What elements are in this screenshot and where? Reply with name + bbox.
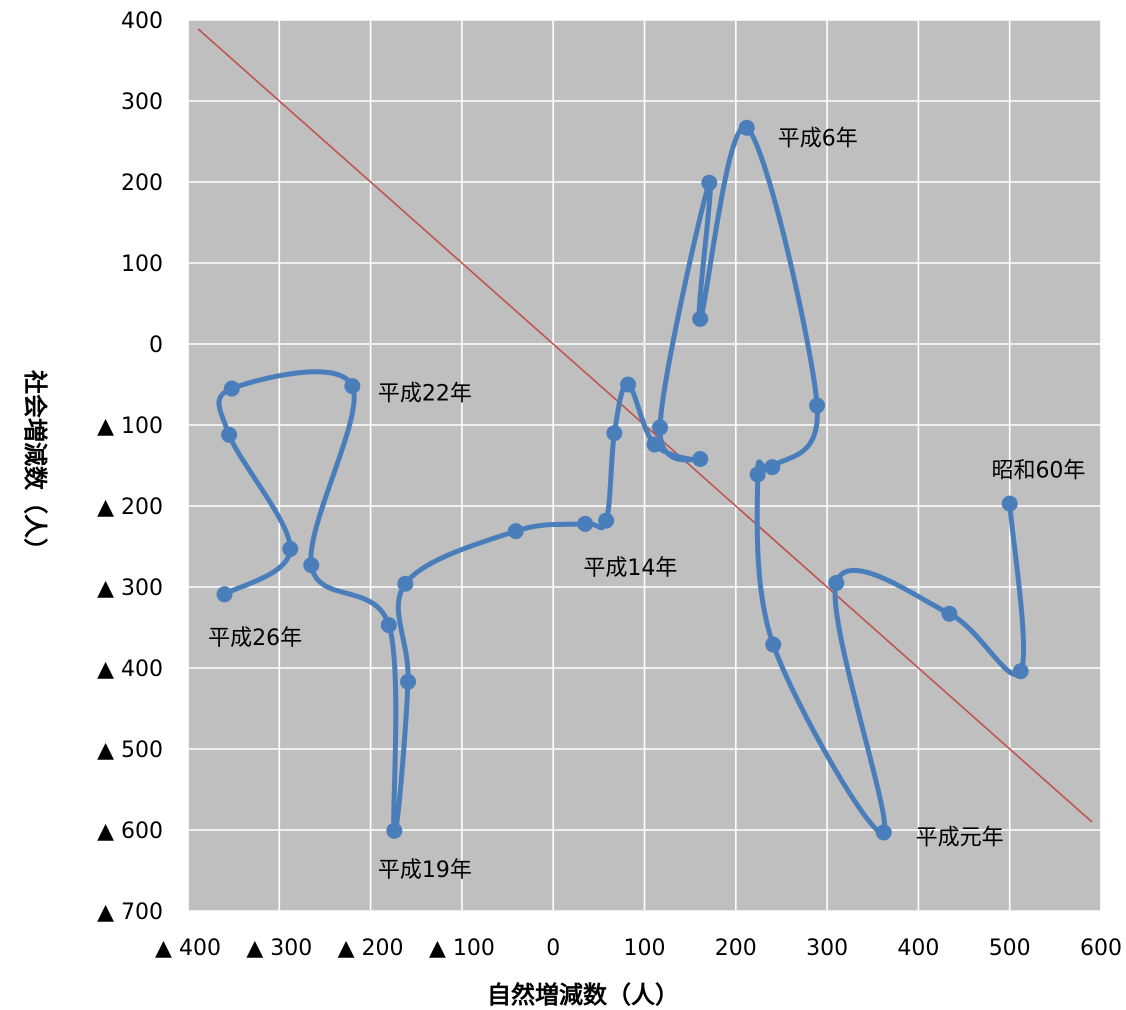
y-tick-label: ▲ 300 xyxy=(97,576,163,601)
x-axis-title: 自然増減数（人） xyxy=(487,981,679,1009)
data-point xyxy=(749,466,766,483)
data-point xyxy=(701,174,718,191)
point-annotation: 平成26年 xyxy=(208,626,302,651)
data-point xyxy=(606,425,623,442)
data-point xyxy=(692,451,709,468)
point-annotation: 平成14年 xyxy=(583,556,677,581)
data-point xyxy=(1012,663,1029,680)
y-tick-label: ▲ 500 xyxy=(97,738,163,763)
x-tick-label: 400 xyxy=(897,936,939,961)
y-axis-title: 社会増減数（人） xyxy=(21,370,49,562)
y-tick-label: ▲ 700 xyxy=(97,900,163,925)
point-annotation: 平成6年 xyxy=(778,126,858,151)
data-point xyxy=(692,310,709,327)
point-annotation: 平成22年 xyxy=(378,382,472,407)
x-tick-labels: ▲ 400 ▲ 300 ▲ 200 ▲ 100 0 100 200 300 400 500 600 xyxy=(155,936,1122,961)
data-point xyxy=(598,512,615,529)
series-group xyxy=(216,119,1029,841)
y-tick-label: ▲ 600 xyxy=(97,819,163,844)
data-point xyxy=(620,376,637,393)
x-tick-label: 600 xyxy=(1080,936,1122,961)
data-point xyxy=(282,540,299,557)
y-tick-label: ▲ 400 xyxy=(97,657,163,682)
data-point xyxy=(397,575,414,592)
data-point xyxy=(738,119,755,136)
x-tick-label: 100 xyxy=(624,936,666,961)
data-point xyxy=(344,378,361,395)
data-point xyxy=(400,673,417,690)
point-annotation: 平成19年 xyxy=(378,858,472,883)
data-point xyxy=(652,419,669,436)
data-point xyxy=(223,380,240,397)
data-point xyxy=(941,605,958,622)
data-point xyxy=(765,636,782,653)
y-tick-label: 400 xyxy=(121,9,163,34)
y-tick-label: 200 xyxy=(121,171,163,196)
y-tick-label: ▲ 100 xyxy=(97,414,163,439)
x-tick-label: 0 xyxy=(546,936,560,961)
x-tick-label: ▲ 200 xyxy=(338,936,404,961)
y-tick-label: 300 xyxy=(121,90,163,115)
data-point xyxy=(764,459,781,476)
data-point xyxy=(507,523,524,540)
data-point xyxy=(386,822,403,839)
data-point xyxy=(216,586,233,603)
data-point xyxy=(809,397,826,414)
data-point xyxy=(577,515,594,532)
x-tick-label: 200 xyxy=(715,936,757,961)
data-point xyxy=(1001,495,1018,512)
x-tick-label: 500 xyxy=(989,936,1031,961)
x-tick-label: ▲ 100 xyxy=(429,936,495,961)
x-tick-label: 300 xyxy=(806,936,848,961)
x-tick-label: ▲ 300 xyxy=(246,936,312,961)
data-point xyxy=(303,557,320,574)
data-point xyxy=(221,426,238,443)
data-point xyxy=(646,436,663,453)
point-annotation: 平成元年 xyxy=(916,825,1004,850)
y-tick-label: 0 xyxy=(149,333,163,358)
data-point xyxy=(380,617,397,634)
y-tick-labels: 400 300 200 100 0 ▲ 100 ▲ 200 ▲ 300 ▲ 400 ▲ 500 ▲ … xyxy=(97,9,163,925)
y-tick-label: ▲ 200 xyxy=(97,495,163,520)
x-tick-label: ▲ 400 xyxy=(155,936,221,961)
y-tick-label: 100 xyxy=(121,252,163,277)
data-point xyxy=(828,574,845,591)
data-point xyxy=(875,824,892,841)
gridlines xyxy=(187,19,1102,912)
point-annotation: 昭和60年 xyxy=(991,459,1085,484)
